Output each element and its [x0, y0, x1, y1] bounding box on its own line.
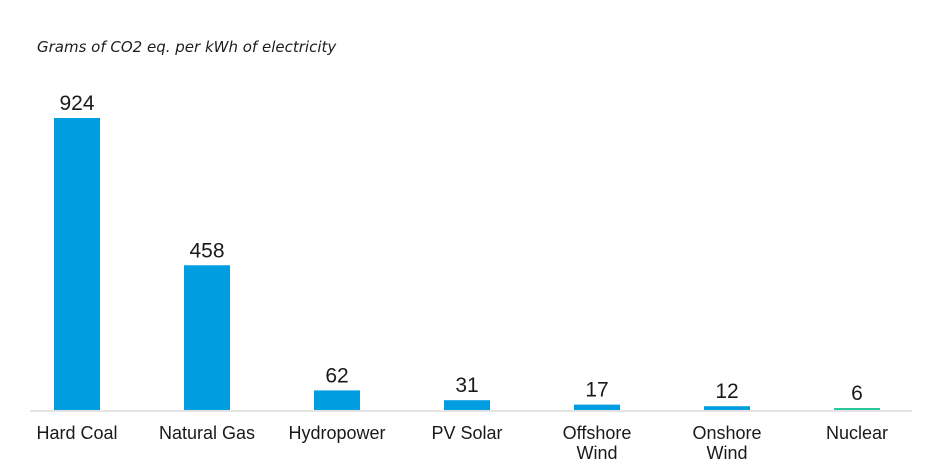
value-label-6: 6: [851, 382, 863, 405]
category-label-5-line-0: Onshore: [692, 423, 761, 443]
category-label-0-line-0: Hard Coal: [36, 423, 117, 443]
value-label-5: 12: [715, 380, 738, 403]
category-label-3: PV Solar: [431, 423, 502, 443]
value-label-0: 924: [59, 92, 94, 115]
value-label-2: 62: [325, 364, 348, 387]
value-label-1: 458: [189, 239, 224, 262]
category-label-4-line-0: Offshore: [563, 423, 632, 443]
category-label-2-line-0: Hydropower: [288, 423, 385, 443]
category-label-5: Onshore Wind: [692, 423, 761, 463]
category-label-2: Hydropower: [288, 423, 385, 443]
category-label-6-line-0: Nuclear: [826, 423, 888, 443]
category-labels-group: Hard Coal Natural Gas Hydropower PV Solar Of…: [36, 423, 888, 463]
bar-5: [704, 406, 750, 410]
bar-3: [444, 400, 490, 410]
category-label-1: Natural Gas: [159, 423, 255, 443]
category-label-4-line-1: Wind: [576, 443, 617, 463]
bar-1: [184, 265, 230, 410]
category-label-6: Nuclear: [826, 423, 888, 443]
bars-group: [54, 118, 880, 410]
chart-title: Grams of CO2 eq. per kWh of electricity: [37, 38, 337, 56]
category-label-1-line-0: Natural Gas: [159, 423, 255, 443]
category-label-3-line-0: PV Solar: [431, 423, 502, 443]
category-label-0: Hard Coal: [36, 423, 117, 443]
value-label-3: 31: [455, 374, 478, 397]
bar-0: [54, 118, 100, 410]
value-label-4: 17: [585, 379, 608, 402]
category-label-5-line-1: Wind: [706, 443, 747, 463]
bar-4: [574, 404, 620, 410]
bar-6: [834, 408, 880, 410]
bar-2: [314, 390, 360, 410]
category-label-4: Offshore Wind: [563, 423, 632, 463]
value-labels-group: 924 458 62 31 17 12 6: [59, 92, 862, 405]
